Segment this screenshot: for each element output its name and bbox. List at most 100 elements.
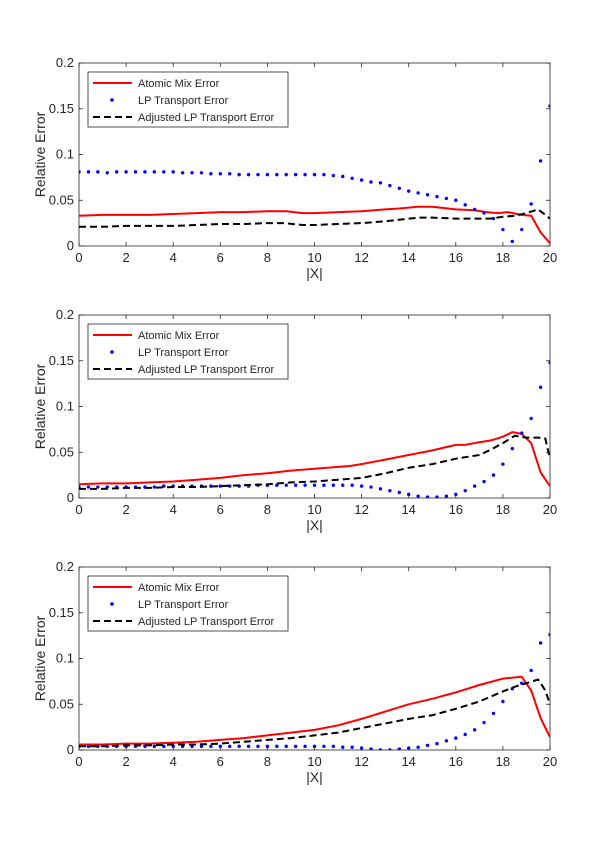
y-tick-label: 0.1 <box>56 651 74 666</box>
lp-transport-error-point <box>472 728 477 732</box>
y-tick-label: 0 <box>67 238 74 253</box>
lp-transport-error-point <box>388 488 392 493</box>
lp-transport-error-point <box>218 484 222 488</box>
lp-transport-error-point <box>482 479 486 484</box>
y-tick-label: 0.15 <box>49 353 74 368</box>
legend-lp-transport-error-marker <box>110 350 114 354</box>
legend-lp-transport-error-marker <box>110 602 114 606</box>
lp-transport-error-point <box>265 172 270 177</box>
lp-transport-error-point <box>322 483 326 487</box>
lp-transport-error-point <box>341 174 345 179</box>
legend-label: Atomic Mix Error <box>138 78 220 90</box>
atomic-mix-error-line <box>79 205 550 244</box>
series-group <box>79 104 550 244</box>
x-tick-label: 12 <box>354 754 368 769</box>
lp-transport-error-point <box>246 744 251 749</box>
lp-transport-error-point <box>491 711 496 716</box>
x-axis-label: |X| <box>306 769 323 785</box>
lp-transport-error-point <box>331 483 336 487</box>
lp-transport-error-point <box>86 744 91 749</box>
y-tick-label: 0.05 <box>49 192 74 207</box>
x-tick-label: 20 <box>543 754 557 769</box>
lp-transport-error-point <box>416 494 420 498</box>
atomic-mix-error-line <box>79 675 550 746</box>
lp-transport-error-point <box>529 202 533 206</box>
y-tick-label: 0.1 <box>56 399 74 414</box>
legend: Atomic Mix Error LP Transport Error Adjust… <box>87 71 289 128</box>
lp-transport-error-point <box>454 198 458 202</box>
lp-transport-error-point <box>303 483 307 487</box>
lp-transport-error-point <box>425 495 430 498</box>
chart-panel-2: 0 2 4 6 8 10 12 14 16 18 20 0 0.05 0.1 0.15 0.2 |X| Relat… <box>32 307 557 533</box>
x-tick-label: 6 <box>217 250 224 265</box>
lp-transport-error-point <box>463 203 467 207</box>
lp-transport-error-point <box>407 189 411 193</box>
lp-transport-error-point <box>284 483 288 487</box>
x-tick-label: 16 <box>449 754 463 769</box>
legend-label: Adjusted LP Transport Error <box>138 112 274 124</box>
lp-transport-error-point <box>350 745 354 749</box>
legend-label: LP Transport Error <box>138 347 229 359</box>
lp-transport-error-point <box>397 186 401 191</box>
x-tick-label: 12 <box>354 250 368 265</box>
lp-transport-error-point <box>388 748 392 750</box>
lp-transport-error-point <box>425 743 430 748</box>
lp-transport-error-point <box>359 178 364 182</box>
legend-label: Atomic Mix Error <box>138 582 220 594</box>
lp-transport-error-point <box>444 494 449 498</box>
lp-transport-error-point <box>303 744 307 749</box>
lp-transport-error-point <box>350 176 354 180</box>
lp-transport-error-point <box>209 172 213 176</box>
x-tick-label: 0 <box>75 502 82 517</box>
x-axis-label: |X| <box>306 517 323 533</box>
y-tick-label: 0 <box>67 490 74 505</box>
lp-transport-error-point <box>359 484 364 488</box>
x-tick-label: 8 <box>264 502 271 517</box>
lp-transport-error-point <box>275 172 279 177</box>
y-tick-label: 0.2 <box>56 55 74 70</box>
lp-transport-error-point <box>341 483 345 487</box>
x-tick-label: 0 <box>75 250 82 265</box>
x-tick-label: 12 <box>354 502 368 517</box>
x-tick-label: 14 <box>401 754 415 769</box>
lp-transport-error-point <box>199 744 204 749</box>
lp-transport-error-point <box>152 170 157 174</box>
lp-transport-error-point <box>256 172 260 177</box>
series-group <box>79 633 550 750</box>
x-tick-label: 18 <box>496 250 510 265</box>
lp-transport-error-point <box>228 172 232 176</box>
lp-transport-error-point <box>388 183 392 188</box>
lp-transport-error-point <box>407 492 411 497</box>
y-axis-label: Relative Error <box>32 111 48 197</box>
lp-transport-error-point <box>482 720 486 725</box>
x-tick-label: 4 <box>170 754 177 769</box>
x-tick-label: 4 <box>170 502 177 517</box>
lp-transport-error-point <box>152 744 157 749</box>
lp-transport-error-point <box>501 227 505 232</box>
y-tick-label: 0.2 <box>56 559 74 574</box>
lp-transport-error-point <box>237 172 241 177</box>
y-tick-label: 0.15 <box>49 101 74 116</box>
x-tick-label: 18 <box>496 754 510 769</box>
lp-transport-error-point <box>538 159 543 163</box>
lp-transport-error-point <box>312 172 317 177</box>
x-tick-label: 0 <box>75 754 82 769</box>
lp-transport-error-point <box>520 227 524 232</box>
x-tick-label: 2 <box>122 250 129 265</box>
legend-label: LP Transport Error <box>138 599 229 611</box>
lp-transport-error-point <box>293 744 298 749</box>
x-tick-label: 10 <box>307 502 321 517</box>
lp-transport-error-point <box>312 744 317 749</box>
x-tick-label: 6 <box>217 502 224 517</box>
y-tick-label: 0.05 <box>49 696 74 711</box>
adjusted-lp-transport-error-line <box>79 678 550 748</box>
lp-transport-error-point <box>501 699 505 704</box>
lp-transport-error-point <box>378 181 383 185</box>
lp-transport-error-point <box>491 216 496 221</box>
x-tick-label: 2 <box>122 754 129 769</box>
lp-transport-error-point <box>463 488 467 493</box>
x-tick-label: 14 <box>401 502 415 517</box>
lp-transport-error-point <box>218 172 222 176</box>
lp-transport-error-point <box>133 170 138 174</box>
